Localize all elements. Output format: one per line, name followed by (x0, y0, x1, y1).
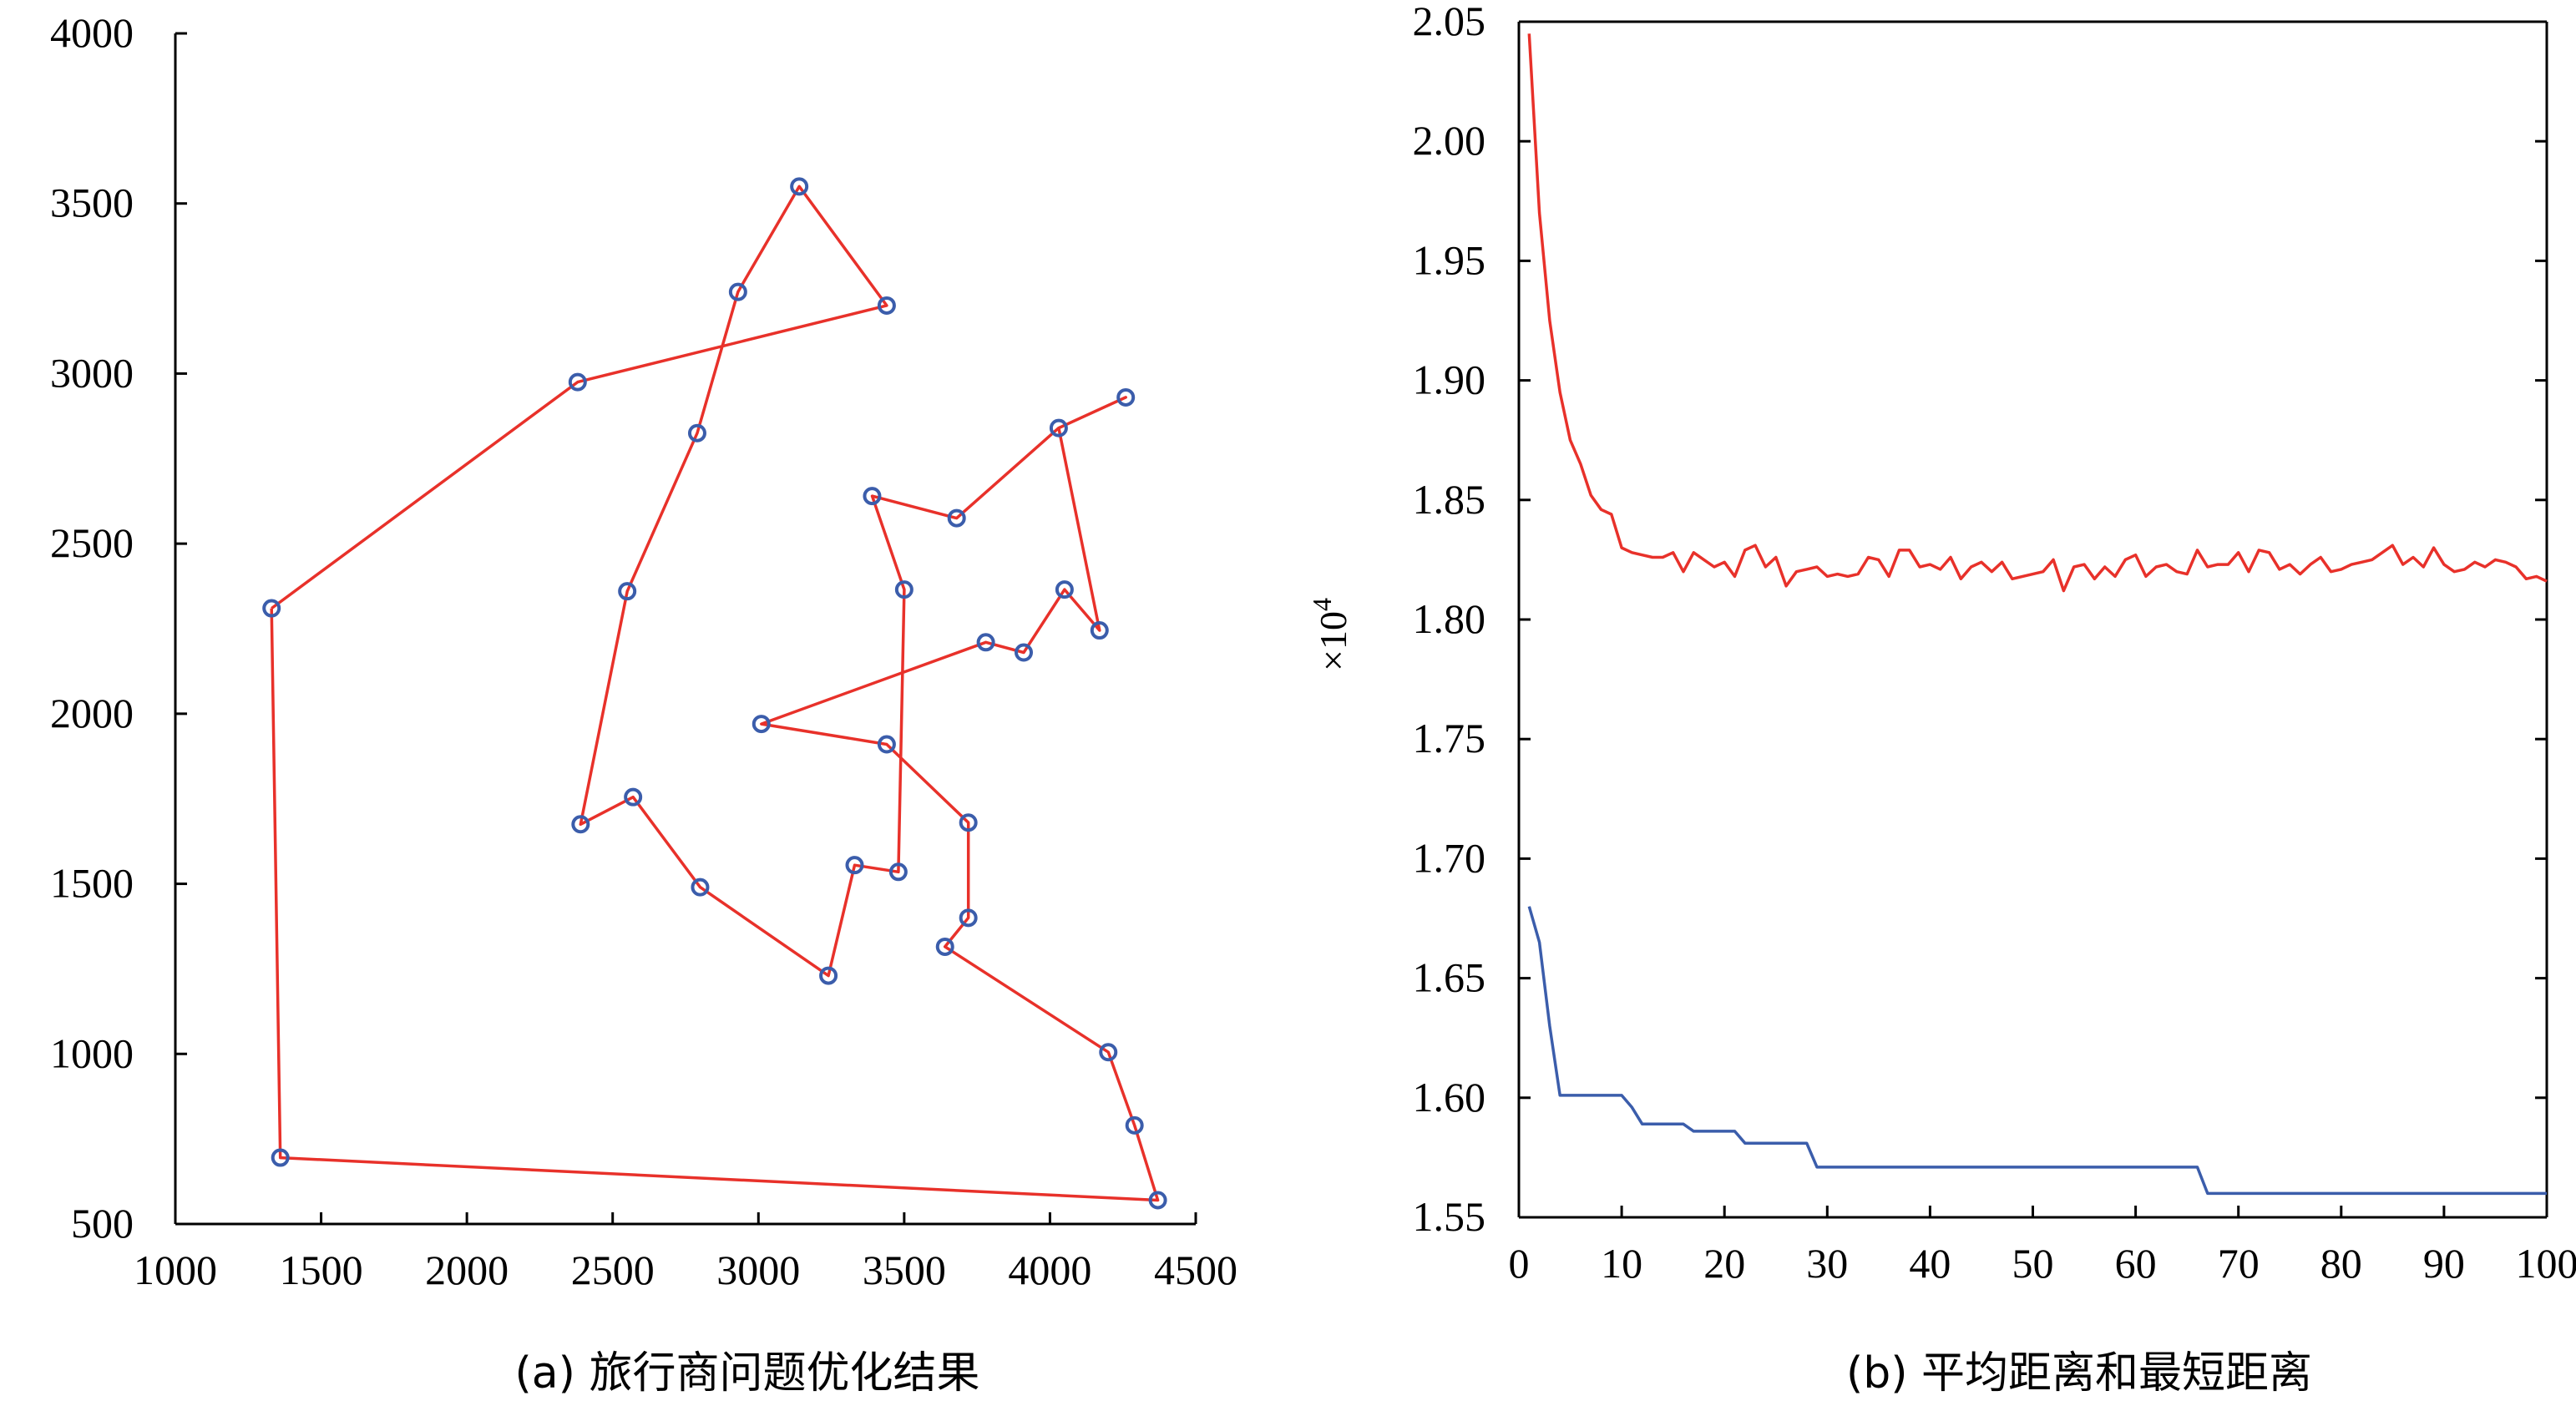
y-multiplier-label: ×104 (1307, 598, 1354, 671)
city-point (790, 177, 809, 196)
city-point (691, 877, 710, 897)
city-point (894, 580, 913, 599)
city-point (888, 862, 908, 882)
y-tick-label: 1.95 (1413, 236, 1486, 283)
shortest-distance-line (1527, 906, 2547, 1196)
city-point (1090, 621, 1109, 640)
x-tick-label: 1000 (134, 1247, 217, 1293)
y-tick-label: 4000 (50, 9, 134, 56)
city-point (845, 856, 864, 875)
x-tick-label: 30 (1806, 1240, 1848, 1287)
city-point (976, 633, 995, 652)
city-point (1055, 580, 1074, 599)
y-tick-label: 1.85 (1413, 476, 1486, 523)
y-tick-label: 3500 (50, 180, 134, 226)
city-point (877, 735, 896, 754)
route-chart: 1000 1500 2000 2500 3000 3500 4000 450050010001… (50, 9, 1237, 1398)
y-tick-label: 1.60 (1413, 1074, 1486, 1120)
y-tick-label: 2.05 (1413, 0, 1486, 44)
y-tick-label: 1.80 (1413, 595, 1486, 642)
x-tick-label: 50 (2012, 1240, 2054, 1287)
x-tick-label: 4000 (1008, 1247, 1091, 1293)
y-tick-label: 2000 (50, 690, 134, 736)
y-tick-label: 1500 (50, 860, 134, 907)
city-point (687, 423, 706, 443)
y-tick-label: 1.55 (1413, 1193, 1486, 1240)
y-tick-label: 2500 (50, 519, 134, 566)
city-point (624, 787, 643, 807)
x-tick-label: 4500 (1154, 1247, 1237, 1293)
city-point (1049, 418, 1068, 437)
city-point (1015, 643, 1034, 662)
x-tick-label: 2500 (571, 1247, 655, 1293)
city-point (571, 815, 590, 834)
city-point (618, 582, 637, 601)
city-point (568, 372, 587, 392)
x-tick-label: 100 (2516, 1240, 2576, 1287)
average-distance-line (1527, 33, 2548, 593)
city-point (1125, 1115, 1144, 1135)
city-point (752, 715, 771, 734)
y-tick-label: 1.90 (1413, 357, 1486, 403)
x-tick-label: 0 (1509, 1240, 1530, 1287)
y-tick-label: 1.75 (1413, 715, 1486, 761)
city-point (1116, 387, 1136, 407)
x-tick-label: 90 (2423, 1240, 2465, 1287)
route-line (270, 185, 1160, 1202)
y-tick-label: 3000 (50, 349, 134, 396)
x-tick-label: 2000 (425, 1247, 509, 1293)
y-tick-label: 1.65 (1413, 954, 1486, 1001)
city-point (262, 599, 281, 618)
city-point (863, 487, 882, 506)
distance-chart: 0 10 20 30 40 50 60 70 80 90 100 1.55 1.60 1.65 1.70 1.… (1307, 0, 2576, 1398)
y-tick-label: 2.00 (1413, 117, 1486, 164)
city-point (271, 1148, 290, 1167)
route-chart-caption: (a) 旅行商问题优化结果 (515, 1348, 980, 1398)
city-point (819, 966, 838, 985)
x-tick-label: 70 (2218, 1240, 2260, 1287)
x-tick-label: 40 (1909, 1240, 1951, 1287)
distance-chart-caption: (b) 平均距离和最短距离 (1846, 1348, 2312, 1398)
city-point (728, 282, 747, 301)
city-point (1099, 1043, 1118, 1062)
x-tick-label: 1500 (280, 1247, 363, 1293)
city-point (959, 908, 978, 928)
city-point (1148, 1191, 1167, 1210)
city-point (959, 813, 978, 832)
y-tick-label: 1000 (50, 1029, 134, 1076)
x-tick-label: 20 (1703, 1240, 1745, 1287)
x-tick-label: 3500 (863, 1247, 946, 1293)
city-point (935, 937, 954, 956)
x-tick-label: 10 (1601, 1240, 1642, 1287)
city-point (877, 296, 896, 315)
x-tick-label: 60 (2115, 1240, 2157, 1287)
y-tick-label: 1.70 (1413, 834, 1486, 881)
y-tick-label: 500 (71, 1200, 134, 1247)
city-point (947, 508, 966, 528)
x-tick-label: 3000 (716, 1247, 800, 1293)
x-tick-label: 80 (2320, 1240, 2362, 1287)
